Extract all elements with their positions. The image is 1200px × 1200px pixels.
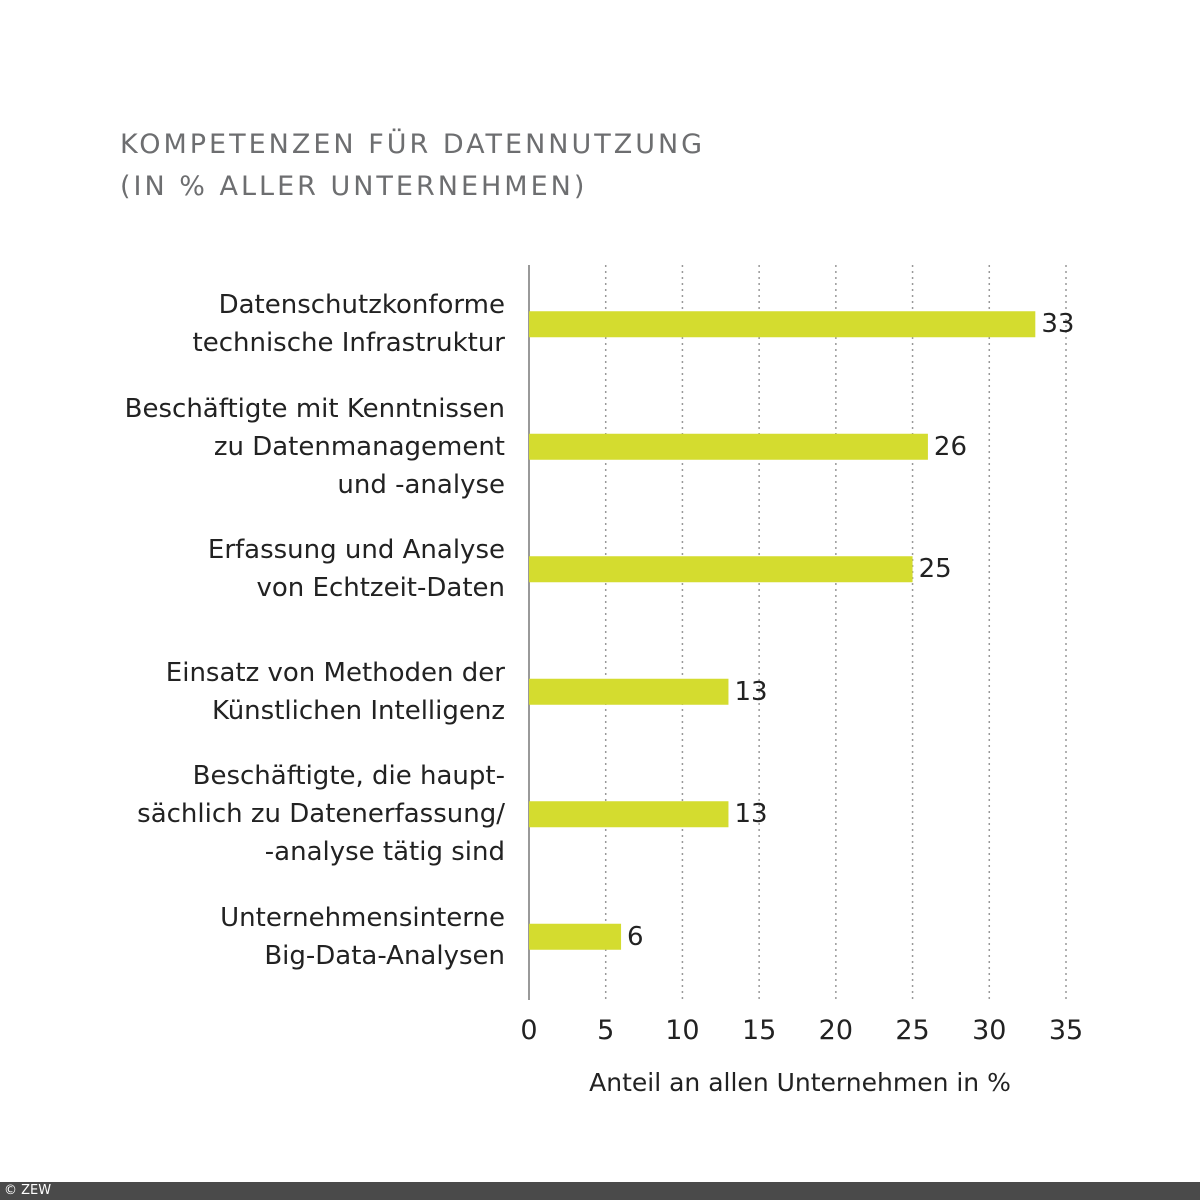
- value-label: 13: [734, 676, 768, 707]
- x-tick-label: 15: [741, 1015, 777, 1046]
- x-tick-label: 25: [895, 1015, 930, 1046]
- bar: [529, 678, 729, 705]
- x-tick-label: 35: [1048, 1015, 1084, 1046]
- value-label: 13: [734, 799, 768, 830]
- category-label: Beschäftigte mit Kenntnissen zu Datenman…: [124, 393, 505, 500]
- bar: [529, 923, 622, 950]
- bar: [529, 801, 729, 828]
- bar: [529, 433, 928, 460]
- category-label: Einsatz von Methoden der Künstlichen Int…: [165, 657, 505, 726]
- x-tick-label: 5: [597, 1015, 615, 1046]
- value-label: 33: [1041, 309, 1075, 340]
- bar: [529, 556, 913, 583]
- category-label: Beschäftigte, die haupt- sächlich zu Dat…: [137, 761, 505, 868]
- category-label: Erfassung und Analyse von Echtzeit-Daten: [207, 535, 505, 604]
- x-tick-label: 20: [818, 1015, 854, 1046]
- x-tick-label: 0: [520, 1015, 538, 1046]
- chart-title: KOMPETENZEN FÜR DATENNUTZUNG (IN % ALLER…: [120, 129, 706, 202]
- x-tick-label: 10: [665, 1015, 700, 1046]
- bar: [529, 311, 1036, 338]
- value-label: 25: [918, 554, 952, 585]
- footer-bar: [0, 1182, 1200, 1200]
- x-axis-label: Anteil an allen Unternehmen in %: [589, 1068, 1011, 1097]
- category-label: Datenschutzkonforme technische Infrastru…: [192, 290, 506, 359]
- value-label: 26: [933, 431, 967, 462]
- source: © ZEW: [4, 1183, 52, 1198]
- category-label: Unternehmensinterne Big-Data-Analysen: [220, 902, 505, 971]
- x-tick-label: 30: [972, 1015, 1007, 1046]
- value-label: 6: [627, 921, 644, 952]
